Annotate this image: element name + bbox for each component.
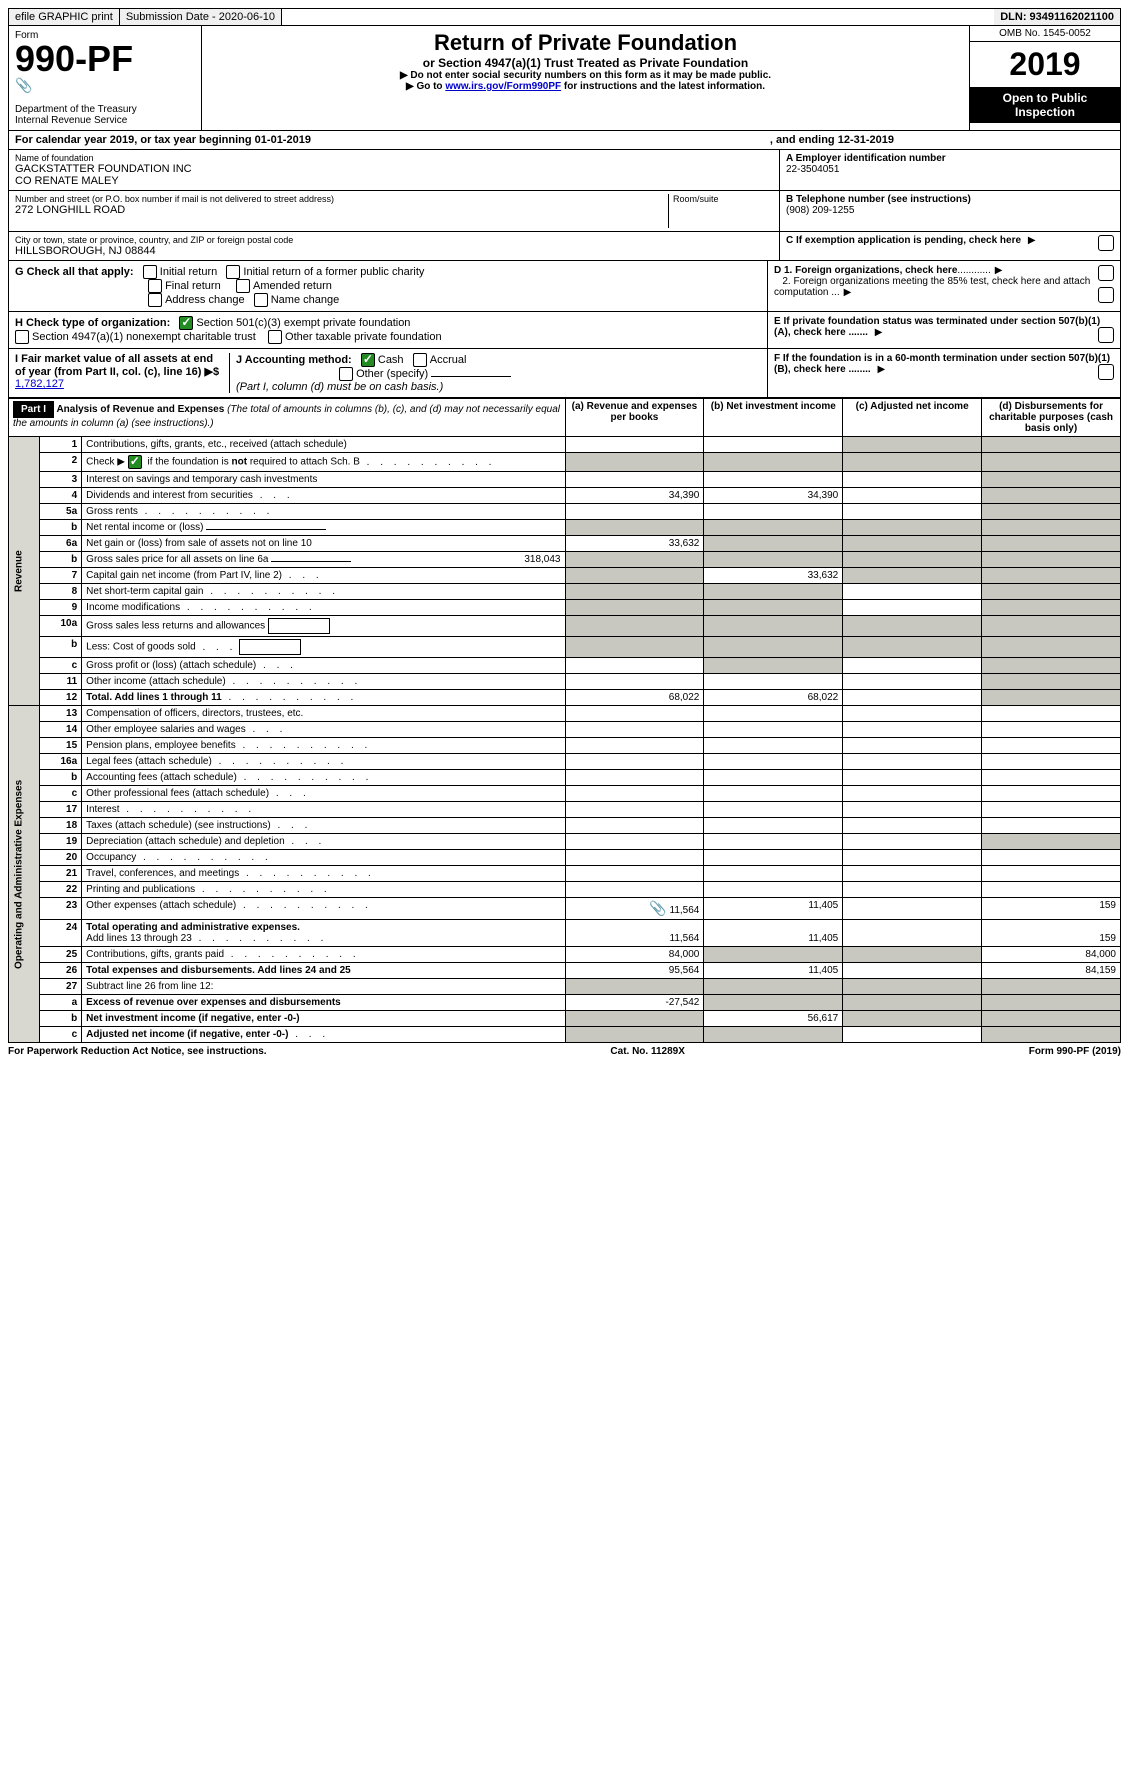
c-checkbox[interactable] <box>1098 235 1114 251</box>
e-checkbox[interactable] <box>1098 327 1114 343</box>
g-final-checkbox[interactable] <box>148 279 162 293</box>
paperclip-icon: 📎 <box>15 77 32 93</box>
foundation-name-2: CO RENATE MALEY <box>15 175 773 187</box>
f-checkbox[interactable] <box>1098 364 1114 380</box>
ein-label: A Employer identification number <box>786 153 1114 164</box>
tax-year: 2019 <box>970 42 1120 87</box>
address-label: Number and street (or P.O. box number if… <box>15 194 668 204</box>
form-title: Return of Private Foundation <box>208 30 963 56</box>
g-initial-checkbox[interactable] <box>143 265 157 279</box>
j-other-checkbox[interactable] <box>339 367 353 381</box>
g-name-checkbox[interactable] <box>254 293 268 307</box>
submission-date: Submission Date - 2020-06-10 <box>120 9 282 25</box>
g-label: G Check all that apply: <box>15 266 134 278</box>
h-other-checkbox[interactable] <box>268 330 282 344</box>
j-accrual-checkbox[interactable] <box>413 353 427 367</box>
efile-button[interactable]: efile GRAPHIC print <box>9 9 120 25</box>
j-cash-checkbox[interactable] <box>361 353 375 367</box>
d2-checkbox[interactable] <box>1098 287 1114 303</box>
j-label: J Accounting method: <box>236 354 352 366</box>
room-label: Room/suite <box>673 194 773 204</box>
d1-checkbox[interactable] <box>1098 265 1114 281</box>
schb-checkbox[interactable] <box>128 455 142 469</box>
h-label: H Check type of organization: <box>15 317 170 329</box>
col-c-header: (c) Adjusted net income <box>843 399 982 437</box>
g-amended-checkbox[interactable] <box>236 279 250 293</box>
h-501c3-checkbox[interactable] <box>179 316 193 330</box>
col-d-header: (d) Disbursements for charitable purpose… <box>982 399 1121 437</box>
form-header: Form 990-PF 📎 Department of the Treasury… <box>8 26 1121 131</box>
footer: For Paperwork Reduction Act Notice, see … <box>8 1043 1121 1060</box>
j-note: (Part I, column (d) must be on cash basi… <box>236 381 443 393</box>
footer-mid: Cat. No. 11289X <box>610 1046 684 1057</box>
part1-table: Part I Analysis of Revenue and Expenses … <box>8 398 1121 1043</box>
part1-label: Part I <box>13 401 54 418</box>
omb-number: OMB No. 1545-0052 <box>970 26 1120 42</box>
form-note-2: ▶ Go to www.irs.gov/Form990PF for instru… <box>208 81 963 92</box>
col-b-header: (b) Net investment income <box>704 399 843 437</box>
form-number: 990-PF <box>15 41 195 77</box>
city: HILLSBOROUGH, NJ 08844 <box>15 245 773 257</box>
section-h-e: H Check type of organization: Section 50… <box>8 312 1121 349</box>
d1-label: D 1. Foreign organizations, check here <box>774 265 957 276</box>
city-label: City or town, state or province, country… <box>15 235 773 245</box>
ein: 22-3504051 <box>786 164 1114 175</box>
attachment-icon[interactable]: 📎 <box>649 900 666 916</box>
c-label: C If exemption application is pending, c… <box>786 235 1021 246</box>
col-a-header: (a) Revenue and expenses per books <box>565 399 704 437</box>
revenue-sidebar: Revenue <box>9 437 40 706</box>
top-bar: efile GRAPHIC print Submission Date - 20… <box>8 8 1121 26</box>
expenses-sidebar: Operating and Administrative Expenses <box>9 706 40 1043</box>
section-g-d: G Check all that apply: Initial return I… <box>8 261 1121 312</box>
form-note-1: ▶ Do not enter social security numbers o… <box>208 70 963 81</box>
foundation-info: Name of foundation GACKSTATTER FOUNDATIO… <box>8 150 1121 261</box>
form-subtitle: or Section 4947(a)(1) Trust Treated as P… <box>208 56 963 70</box>
g-initial-former-checkbox[interactable] <box>226 265 240 279</box>
footer-left: For Paperwork Reduction Act Notice, see … <box>8 1046 267 1057</box>
phone-label: B Telephone number (see instructions) <box>786 194 1114 205</box>
d2-label: 2. Foreign organizations meeting the 85%… <box>774 276 1090 298</box>
f-label: F If the foundation is in a 60-month ter… <box>774 353 1110 375</box>
open-inspection: Open to Public Inspection <box>970 87 1120 123</box>
calendar-year-row: For calendar year 2019, or tax year begi… <box>8 131 1121 150</box>
footer-right: Form 990-PF (2019) <box>1029 1046 1121 1057</box>
name-label: Name of foundation <box>15 153 773 163</box>
address: 272 LONGHILL ROAD <box>15 204 668 216</box>
foundation-name-1: GACKSTATTER FOUNDATION INC <box>15 163 773 175</box>
irs-link[interactable]: www.irs.gov/Form990PF <box>445 81 561 92</box>
department: Department of the Treasury Internal Reve… <box>15 104 195 126</box>
section-ijf: I Fair market value of all assets at end… <box>8 349 1121 398</box>
h-4947-checkbox[interactable] <box>15 330 29 344</box>
dln: DLN: 93491162021100 <box>994 9 1120 25</box>
phone: (908) 209-1255 <box>786 205 1114 216</box>
g-address-checkbox[interactable] <box>148 293 162 307</box>
fmv-value: 1,782,127 <box>15 378 64 390</box>
part1-title: Analysis of Revenue and Expenses <box>56 404 227 415</box>
e-label: E If private foundation status was termi… <box>774 316 1100 338</box>
